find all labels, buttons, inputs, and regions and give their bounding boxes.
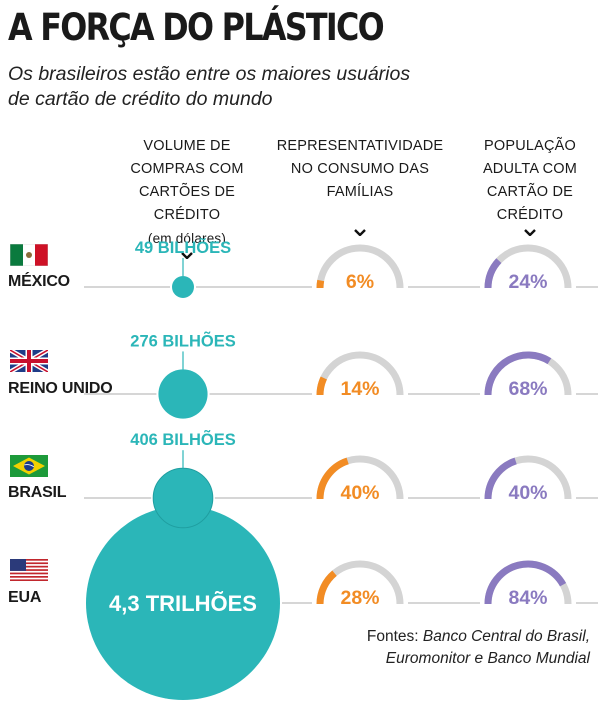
consumption-gauge-fill	[316, 457, 349, 500]
volume-bubble	[152, 467, 214, 529]
brazil-flag-icon	[10, 455, 48, 477]
column-header-consumption: REPRESENTATIVIDADE NO CONSUMO DAS FAMÍLI…	[270, 135, 450, 236]
country-label-usa: EUA	[8, 589, 42, 606]
chevron-down-icon	[354, 229, 366, 236]
consumption-gauge-value: 40%	[340, 482, 379, 504]
volume-bubble	[86, 506, 280, 700]
column-header-population-line: POPULAÇÃO	[483, 138, 577, 154]
population-gauge-fill	[484, 560, 567, 605]
country-label-uk: REINO UNIDO	[8, 380, 113, 397]
column-header-consumption-line: FAMÍLIAS	[326, 184, 394, 200]
volume-bubble	[172, 276, 194, 298]
column-header-volume-note: (em dólares)	[147, 231, 227, 246]
column-header-consumption-line: NO CONSUMO DAS	[290, 161, 430, 177]
column-header-volume-line: CARTÕES DE CRÉDITO	[138, 184, 235, 223]
usa-flag-icon	[10, 559, 48, 581]
source-line-1: Banco Central do Brasil,	[422, 628, 590, 645]
consumption-gauge-fill	[316, 376, 328, 396]
country-label-brazil: BRASIL	[8, 484, 67, 501]
consumption-gauge-value: 28%	[340, 587, 379, 609]
population-gauge-fill	[484, 457, 517, 500]
chevron-down-icon	[181, 252, 193, 259]
column-header-volume-line: VOLUME DE	[143, 138, 231, 154]
column-header-population: POPULAÇÃO ADULTA COM CARTÃO DE CRÉDITO	[462, 135, 598, 236]
population-gauge-fill	[484, 351, 552, 396]
consumption-gauge-fill	[316, 279, 325, 289]
volume-bubble	[158, 369, 208, 419]
subtitle-line-2: de cartão de crédito do mundo	[8, 88, 273, 110]
subtitle-line-1: Os brasileiros estão entre os maiores us…	[8, 63, 411, 85]
consumption-gauge-value: 6%	[346, 271, 374, 293]
population-gauge-value: 24%	[508, 271, 547, 293]
source-line-2: Euromonitor e Banco Mundial	[385, 650, 590, 667]
population-gauge-value: 84%	[508, 587, 547, 609]
column-header-volume: VOLUME DE COMPRAS COM CARTÕES DE CRÉDITO…	[112, 135, 262, 259]
population-gauge-value: 40%	[508, 482, 547, 504]
column-header-population-line: ADULTA COM	[482, 161, 578, 177]
consumption-gauge-fill	[316, 570, 337, 605]
population-gauge-value: 68%	[508, 378, 547, 400]
volume-label: 406 BILHÕES	[130, 429, 235, 449]
uk-flag-icon	[10, 350, 48, 372]
volume-label: 49 BILHÕES	[135, 237, 231, 257]
country-label-mexico: MÉXICO	[8, 273, 70, 290]
volume-label: 4,3 TRILHÕES	[109, 591, 257, 616]
column-header-population-line: CARTÃO DE	[486, 184, 574, 200]
volume-label: 276 BILHÕES	[130, 330, 235, 350]
column-header-volume-line: COMPRAS COM	[130, 161, 244, 177]
source-note: Fontes: Banco Central do Brasil, Euromon…	[367, 626, 590, 670]
page-title: A FORÇA DO PLÁSTICO	[8, 6, 385, 49]
population-gauge-fill	[484, 258, 502, 289]
consumption-gauge-value: 14%	[340, 378, 379, 400]
column-header-population-line: CRÉDITO	[496, 207, 564, 223]
consumption-gauge-track	[316, 244, 404, 289]
column-header-consumption-line: REPRESENTATIVIDADE	[276, 138, 444, 154]
mexico-flag-icon	[10, 244, 48, 266]
chevron-down-icon	[524, 229, 536, 236]
source-prefix: Fontes:	[366, 628, 423, 645]
